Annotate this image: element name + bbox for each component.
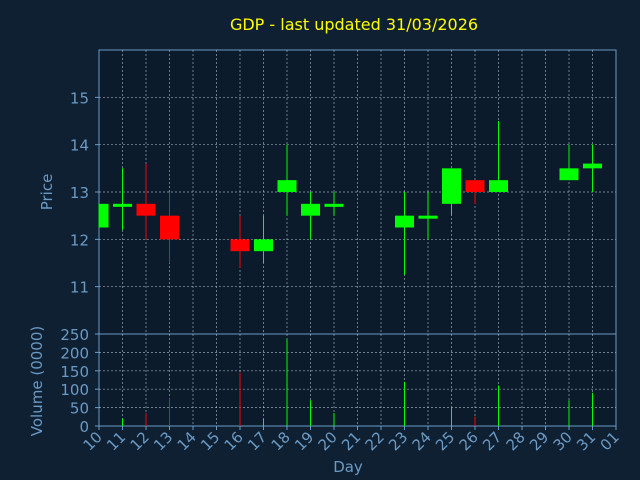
volume-axis-label: Volume (0000)	[28, 326, 46, 436]
candle-body	[99, 203, 109, 228]
candle-body	[395, 215, 414, 228]
candle-body	[418, 215, 438, 219]
candle-body	[489, 180, 508, 192]
price-tick-label: 13	[70, 184, 89, 202]
candles	[98, 121, 602, 275]
volume-tick-label: 150	[60, 363, 89, 381]
x-axis-label: Day	[333, 458, 363, 476]
candle-body	[277, 180, 297, 192]
volume-bars	[122, 339, 593, 426]
price-tick-label: 15	[70, 89, 89, 107]
price-tick-label: 11	[70, 279, 89, 297]
candle-body	[113, 203, 132, 207]
candle-body	[442, 168, 461, 204]
candle-body	[254, 239, 273, 252]
candle-body	[465, 180, 485, 192]
volume-tick-label: 50	[70, 400, 89, 418]
volume-tick-label: 250	[60, 326, 89, 344]
volume-tick-label: 200	[60, 344, 89, 362]
chart-title: GDP - last updated 31/03/2026	[230, 15, 478, 34]
price-axis-label: Price	[38, 174, 56, 211]
candle-body	[324, 203, 344, 207]
volume-tick-label: 100	[60, 381, 89, 399]
candle-body	[230, 239, 250, 252]
candle-body	[583, 163, 602, 169]
volume-tick-label: 0	[79, 418, 89, 436]
candle-body	[160, 215, 179, 240]
price-tick-label: 12	[70, 231, 89, 249]
candle-body	[136, 203, 156, 216]
price-tick-label: 14	[70, 137, 89, 155]
candle-body	[301, 203, 320, 216]
candle-body	[559, 168, 579, 181]
